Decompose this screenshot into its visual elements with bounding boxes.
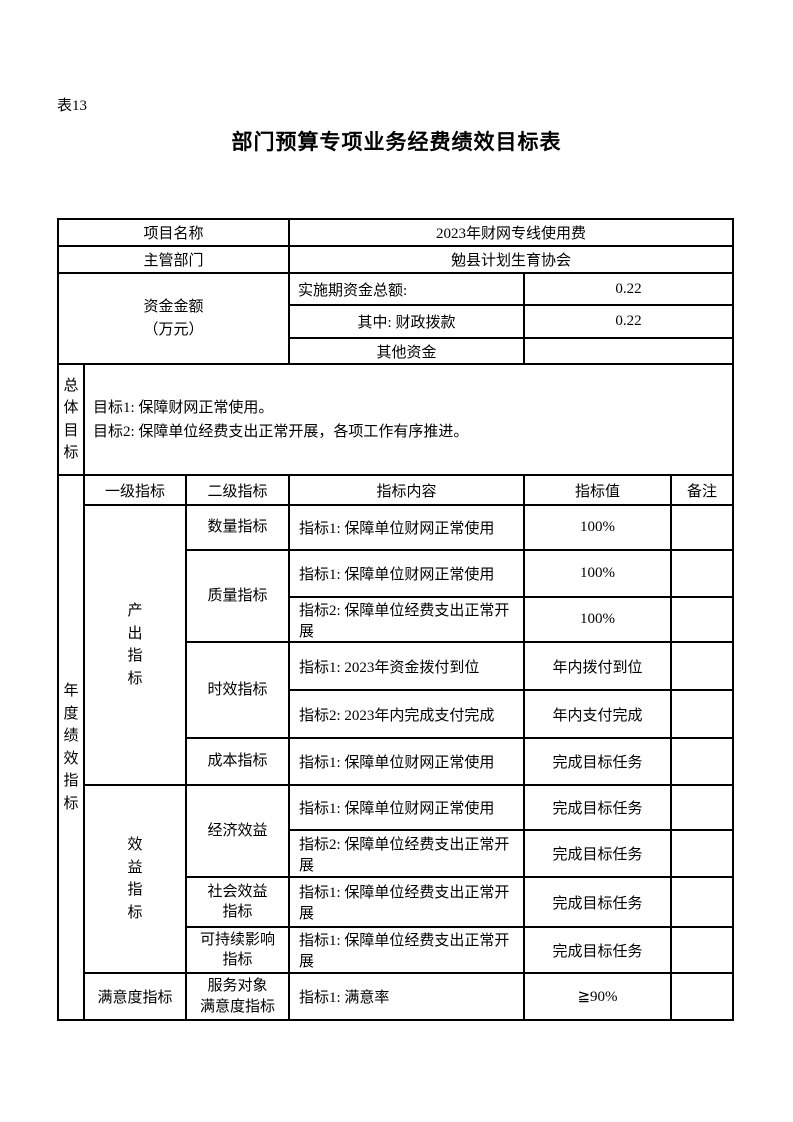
funds-total-label: 实施期资金总额: — [288, 272, 525, 306]
indicator-value: 完成目标任务 — [523, 926, 672, 974]
table-row: 成本指标 指标1: 保障单位财网正常使用 完成目标任务 — [58, 737, 734, 786]
table-row: 指标2: 保障单位经费支出正常开展 完成目标任务 — [58, 829, 734, 878]
note-cell — [670, 689, 734, 739]
table-row: 产 出 指 标 数量指标 指标1: 保障单位财网正常使用 100% — [58, 504, 734, 786]
department-value: 勉县计划生育协会 — [288, 245, 734, 274]
table-row: 可持续影响 指标 指标1: 保障单位经费支出正常开展 完成目标任务 — [58, 926, 734, 974]
indicator-content: 指标1: 保障单位经费支出正常开展 — [288, 926, 525, 974]
indicator-content: 指标1: 保障单位经费支出正常开展 — [288, 876, 525, 928]
indicator-value: 年内拨付到位 — [523, 641, 672, 691]
header-level1: 一级指标 — [83, 474, 187, 506]
note-cell — [670, 876, 734, 928]
header-value: 指标值 — [523, 474, 672, 506]
indicator-value: 完成目标任务 — [523, 737, 672, 786]
level2-cost: 成本指标 — [185, 737, 290, 786]
indicator-content: 指标2: 2023年内完成支付完成 — [288, 689, 525, 739]
table-row: 时效指标 指标1: 2023年资金拨付到位 年内拨付到位 — [58, 641, 734, 739]
table-row: 其他资金 — [58, 337, 734, 365]
indicator-content: 指标1: 保障单位财网正常使用 — [288, 549, 525, 598]
indicator-value: ≧90% — [523, 972, 672, 1021]
header-level2: 二级指标 — [185, 474, 290, 506]
level2-timeliness: 时效指标 — [185, 641, 290, 739]
level2-social: 社会效益 指标 — [185, 876, 290, 928]
table-row: 资金金额 （万元） 实施期资金总额: 0.22 — [57, 272, 734, 365]
note-cell — [670, 829, 734, 878]
level2-economic: 经济效益 — [185, 784, 290, 878]
table-row: 项目名称 2023年财网专线使用费 — [57, 218, 734, 247]
header-content: 指标内容 — [288, 474, 525, 506]
page-title: 部门预算专项业务经费绩效目标表 — [231, 131, 562, 154]
department-label: 主管部门 — [57, 245, 290, 274]
table-row: 总 体 目 标 目标1: 保障财网正常使用。 目标2: 保障单位经费支出正常开展… — [57, 363, 734, 476]
table-row: 质量指标 指标1: 保障单位财网正常使用 100% — [58, 549, 734, 643]
note-cell — [670, 596, 734, 643]
table-row: 满意度指标 服务对象 满意度指标 指标1: 满意率 ≧90% — [58, 972, 734, 1021]
project-name-label: 项目名称 — [57, 218, 290, 247]
performance-target-table: 项目名称 2023年财网专线使用费 主管部门 勉县计划生育协会 资金金额 （万元… — [57, 218, 734, 1021]
funds-amount-label: 资金金额 （万元） — [57, 272, 290, 365]
level1-satisfaction: 满意度指标 — [83, 972, 187, 1021]
indicator-value: 100% — [523, 504, 672, 551]
note-cell — [670, 972, 734, 1021]
table-number-label: 表13 — [57, 98, 88, 114]
indicator-value: 100% — [523, 596, 672, 643]
overall-goal-label: 总 体 目 标 — [57, 363, 85, 476]
overall-goal-text: 目标1: 保障财网正常使用。 目标2: 保障单位经费支出正常开展，各项工作有序推… — [83, 363, 734, 476]
table-row: 社会效益 指标 指标1: 保障单位经费支出正常开展 完成目标任务 — [58, 876, 734, 928]
note-cell — [670, 926, 734, 974]
indicator-content: 指标1: 保障单位财网正常使用 — [288, 504, 525, 551]
indicator-value: 年内支付完成 — [523, 689, 672, 739]
indicator-content: 指标2: 保障单位经费支出正常开展 — [288, 596, 525, 643]
table-row: 指标2: 2023年内完成支付完成 年内支付完成 — [58, 689, 734, 739]
indicator-content: 指标2: 保障单位经费支出正常开展 — [288, 829, 525, 878]
level1-benefit: 效 益 指 标 — [83, 784, 187, 974]
note-cell — [670, 504, 734, 551]
funds-other-label: 其他资金 — [288, 337, 525, 365]
indicator-value: 完成目标任务 — [523, 784, 672, 831]
funds-total-value: 0.22 — [523, 272, 734, 306]
table-row: 效 益 指 标 经济效益 指标1: 保障单位财网正常使用 完成目标任务 — [58, 784, 734, 974]
table-row: 指标2: 保障单位经费支出正常开展 100% — [58, 596, 734, 643]
indicator-content: 指标1: 2023年资金拨付到位 — [288, 641, 525, 691]
annual-performance-side-label: 年 度 绩 效 指 标 — [57, 474, 85, 1021]
level1-output: 产 出 指 标 — [83, 504, 187, 786]
table-row: 主管部门 勉县计划生育协会 — [57, 245, 734, 274]
level2-sustainable: 可持续影响 指标 — [185, 926, 290, 974]
indicator-value: 100% — [523, 549, 672, 598]
table-row: 其中: 财政拨款 0.22 — [58, 304, 734, 339]
level2-quantity: 数量指标 — [185, 504, 290, 551]
note-cell — [670, 737, 734, 786]
project-name-value: 2023年财网专线使用费 — [288, 218, 734, 247]
note-cell — [670, 784, 734, 831]
level2-service-satisfaction: 服务对象 满意度指标 — [185, 972, 290, 1021]
indicator-value: 完成目标任务 — [523, 829, 672, 878]
indicator-value: 完成目标任务 — [523, 876, 672, 928]
table-header-row: 年 度 绩 效 指 标 一级指标 二级指标 指标内容 指标值 备注 — [57, 474, 734, 1021]
funds-fiscal-value: 0.22 — [523, 304, 734, 339]
note-cell — [670, 641, 734, 691]
indicator-content: 指标1: 保障单位财网正常使用 — [288, 737, 525, 786]
note-cell — [670, 549, 734, 598]
funds-fiscal-label: 其中: 财政拨款 — [288, 304, 525, 339]
level2-quality: 质量指标 — [185, 549, 290, 643]
header-note: 备注 — [670, 474, 734, 506]
funds-other-value — [523, 337, 734, 365]
indicator-content: 指标1: 保障单位财网正常使用 — [288, 784, 525, 831]
indicator-content: 指标1: 满意率 — [288, 972, 525, 1021]
